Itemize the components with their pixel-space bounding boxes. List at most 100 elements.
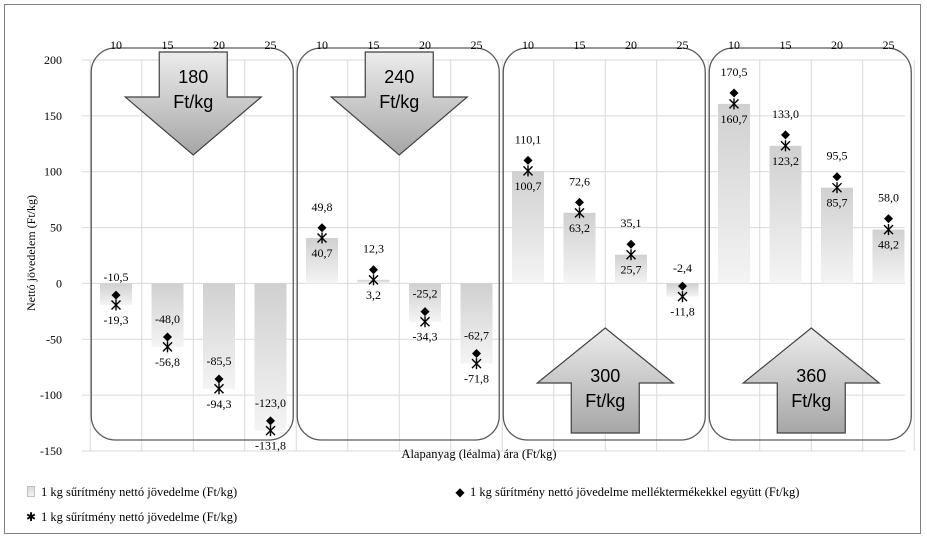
star-marker [832,182,842,194]
x-tick-label: 20 [625,38,637,52]
bar [872,229,905,284]
diamond-icon: ◆ [455,485,465,499]
y-tick-label: 100 [44,165,62,179]
diamond-value-label: 58,0 [878,191,899,205]
arrow-down-icon [123,51,263,156]
diamond-value-label: 95,5 [827,149,848,163]
bar-value-label: -131,8 [255,439,286,453]
star-marker [780,140,791,152]
y-tick-label: 150 [44,109,62,123]
group-box [708,47,912,441]
diamond-marker [729,88,739,98]
bar-value-label: 48,2 [878,238,899,252]
legend-item-bar: 1 kg sűrítmény nettó jövedelme (Ft/kg) [27,485,237,500]
bar-value-label: 40,7 [312,246,333,260]
y-tick-label: 200 [44,53,62,67]
diamond-marker [163,332,172,342]
bar-value-label: -56,8 [155,355,180,369]
bar-value-label: -34,3 [413,330,438,344]
data-labels: -10,5 -48,0 -85,5 -123,0 49,8 12,3 -25,2 -62,7 1… [104,65,900,453]
bar-value-label: -11,8 [670,305,695,319]
bar-value-label: 85,7 [827,196,848,210]
bar [718,103,750,284]
bar-value-label: 3,2 [366,288,381,302]
bar-value-label: 123,2 [772,154,799,168]
arrow-price-label: 300 [590,366,620,386]
markers [111,88,894,437]
arrow-unit-label: Ft/kg [585,391,625,411]
arrow-price-label: 240 [384,67,414,87]
star-marker [471,358,482,370]
star-marker [729,98,739,110]
diamond-value-label: 12,3 [363,242,384,256]
diamond-value-label: -85,5 [207,354,232,368]
diamond-value-label: -48,0 [155,312,180,326]
diamond-marker [575,197,584,207]
star-marker [317,232,327,244]
x-tick-label: 25 [471,38,483,52]
arrow-price-label: 360 [796,366,826,386]
x-tick-label: 20 [831,38,843,52]
x-tick-label: 10 [728,38,740,52]
group-box [296,47,500,441]
star-marker [574,207,585,219]
bar [821,187,853,284]
y-tick-label: 0 [56,276,62,290]
diamond-value-label: -62,7 [464,328,489,342]
arrow-price-label: 180 [178,67,208,87]
star-marker [162,341,173,353]
star-marker [214,383,224,395]
diamond-marker [884,214,893,224]
x-tick-label: 20 [213,38,225,52]
diamond-marker [266,416,275,426]
star-marker [420,316,430,328]
x-tick-label: 15 [162,38,174,52]
chart-svg: 180 Ft/kg 240 Ft/kg 300 Ft/kg 360 Ft/kg -10,5 -4… [24,38,915,461]
diamond-marker [111,290,121,300]
x-tick-label: 10 [110,38,122,52]
diamond-value-label: -25,2 [413,287,438,301]
legend-star-label: 1 kg sűrítmény nettó jövedelme (Ft/kg) [41,510,238,524]
x-tick-label: 15 [574,38,586,52]
bar-value-label: -94,3 [207,397,232,411]
bar-value-label: 25,7 [621,263,642,277]
diamond-value-label: 35,1 [621,216,642,230]
legend-diamond-label: 1 kg sűrítmény nettó jövedelme mellékter… [470,485,800,499]
diamond-marker [678,281,687,291]
y-tick-label: -150 [40,444,62,458]
diamond-value-label: 110,1 [515,132,542,146]
diamond-value-label: 170,5 [721,65,748,79]
diamond-marker [369,265,378,275]
legend-item-diamond: ◆ 1 kg sűrítmény nettó jövedelme mellékte… [454,485,799,500]
diamond-marker [626,239,636,249]
bar-value-label: 63,2 [569,221,590,235]
group-box [90,47,294,441]
y-tick-label: 50 [50,221,62,235]
bar-value-label: 100,7 [515,179,542,193]
chart-frame: 180 Ft/kg 240 Ft/kg 300 Ft/kg 360 Ft/kg -10,5 -4… [4,4,921,534]
bar [254,283,287,431]
diamond-value-label: 72,6 [569,174,590,188]
star-icon: ✱ [25,510,37,524]
diamond-marker [420,307,430,317]
legend-bar-swatch [27,486,35,497]
diamond-value-label: -10,5 [104,270,129,284]
arrow-down-icon [329,51,469,156]
star-marker [111,299,121,311]
arrow-up-icon [535,327,675,434]
star-marker [626,249,636,261]
arrow-unit-label: Ft/kg [173,92,213,112]
price-arrows: 180 Ft/kg 240 Ft/kg 300 Ft/kg 360 Ft/kg [123,51,881,434]
y-tick-label: -50 [46,332,62,346]
bar [563,212,596,284]
bar [203,283,235,389]
x-tick-label: 25 [883,38,895,52]
bars [100,103,905,431]
legend-bar-label: 1 kg sűrítmény nettó jövedelme (Ft/kg) [41,485,238,499]
diamond-marker [781,130,790,140]
bar [512,170,544,284]
x-tick-label: 10 [522,38,534,52]
bar [769,145,802,284]
diamond-value-label: -2,4 [673,261,692,275]
